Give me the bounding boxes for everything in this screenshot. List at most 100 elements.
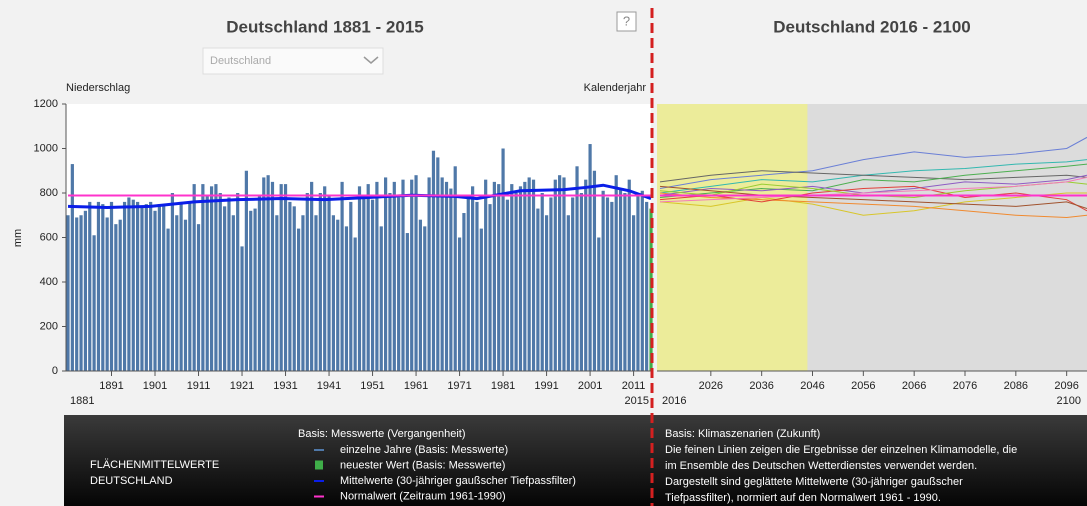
bar: [601, 190, 605, 371]
bar: [597, 237, 601, 371]
bar: [479, 228, 483, 371]
bar: [605, 197, 610, 371]
bar: [214, 184, 218, 371]
bar: [196, 224, 201, 371]
x-tick-label: 1921: [230, 380, 254, 392]
bar: [370, 199, 375, 371]
bar: [392, 181, 396, 371]
x-tick-label: 1981: [491, 380, 515, 392]
bar: [131, 199, 135, 371]
legend-text: Dargestellt sind geglättete Mittelwerte …: [665, 476, 963, 488]
x-tick-label: 1991: [534, 380, 558, 392]
bar: [118, 219, 122, 371]
bar: [397, 197, 401, 371]
x-tick-label: 1931: [273, 380, 297, 392]
legend-heading: Basis: Messwerte (Vergangenheit): [298, 428, 466, 440]
bar: [179, 201, 183, 371]
y-tick-label: 800: [40, 187, 58, 199]
bar: [175, 215, 179, 371]
bar: [114, 224, 118, 371]
bar: [623, 193, 627, 371]
bar: [562, 177, 566, 371]
dropdown[interactable]: [202, 47, 384, 75]
bar: [627, 179, 631, 371]
bar: [75, 217, 79, 371]
bar: [305, 193, 309, 371]
bar: [566, 215, 570, 371]
bar: [614, 175, 618, 371]
bar: [553, 179, 557, 371]
bar: [218, 193, 222, 371]
legend-text: Tiefpassfilter), normiert auf den Normal…: [665, 492, 941, 504]
bar: [410, 179, 414, 371]
y-tick-label: 0: [52, 365, 58, 377]
x-tick-label: 1961: [404, 380, 428, 392]
bar: [510, 184, 514, 371]
bar: [314, 215, 318, 371]
bar: [457, 237, 462, 371]
bar: [592, 170, 597, 371]
bar: [162, 204, 166, 371]
y-label: mm: [12, 229, 24, 247]
bar: [270, 181, 275, 371]
bar: [418, 219, 423, 371]
bar: [296, 228, 301, 371]
help-button[interactable]: [616, 11, 637, 32]
x-tick-label: 1891: [99, 380, 123, 392]
bar: [527, 177, 531, 371]
x-tick-label: 1901: [143, 380, 167, 392]
legend-label: neuester Wert (Basis: Messwerte): [340, 459, 505, 471]
bar: [244, 170, 248, 371]
y-tick-label: 1000: [34, 142, 58, 154]
legend-panel-title: FLÄCHENMITTELWERTE: [90, 459, 219, 471]
bar: [379, 226, 383, 371]
bar: [109, 201, 114, 371]
x-tick-label: 1971: [447, 380, 471, 392]
bar: [223, 206, 227, 371]
highlight: [657, 104, 808, 371]
bar: [579, 193, 583, 371]
line: [659, 176, 1087, 203]
bar: [188, 201, 192, 371]
bar: [279, 184, 283, 371]
bar: [257, 195, 262, 371]
x-tick-label: 1941: [317, 380, 341, 392]
x-tick-label: 2066: [902, 380, 926, 392]
bar: [366, 184, 370, 371]
bar: [149, 201, 153, 371]
dropdown-chevron: [363, 56, 379, 64]
bar: [531, 179, 536, 371]
bar: [140, 206, 144, 371]
bar: [157, 204, 161, 371]
right-title: Deutschland 2016 - 2100: [773, 17, 970, 36]
bar: [183, 219, 188, 371]
bar: [505, 199, 510, 371]
bar: [323, 186, 327, 371]
bar: [266, 175, 270, 371]
legend-text: Die feinen Linien zeigen die Ergebnisse …: [665, 444, 1017, 456]
x-tick-label: 2036: [749, 380, 773, 392]
bar: [66, 215, 70, 371]
bar: [249, 210, 253, 371]
bar: [357, 186, 362, 371]
x-tick-label: 2046: [800, 380, 824, 392]
bar: [288, 201, 292, 371]
help-icon: ?: [623, 13, 630, 28]
bar: [523, 181, 527, 371]
line: [659, 163, 1087, 198]
bar: [645, 201, 649, 371]
bar: [618, 188, 623, 371]
bar: [205, 195, 209, 371]
bar: [492, 181, 496, 371]
dropdown-value: Deutschland: [210, 55, 271, 67]
bar: [588, 144, 592, 371]
bar: [584, 179, 588, 371]
x-tick-label: 2076: [953, 380, 977, 392]
bar: [262, 177, 266, 371]
bar: [275, 215, 279, 371]
x-end-label: 2100: [1057, 395, 1081, 407]
legend-label: einzelne Jahre (Basis: Messwerte): [340, 444, 508, 456]
bar: [283, 184, 288, 371]
bar: [292, 206, 296, 371]
legend-heading: Basis: Klimaszenarien (Zukunft): [665, 428, 820, 440]
